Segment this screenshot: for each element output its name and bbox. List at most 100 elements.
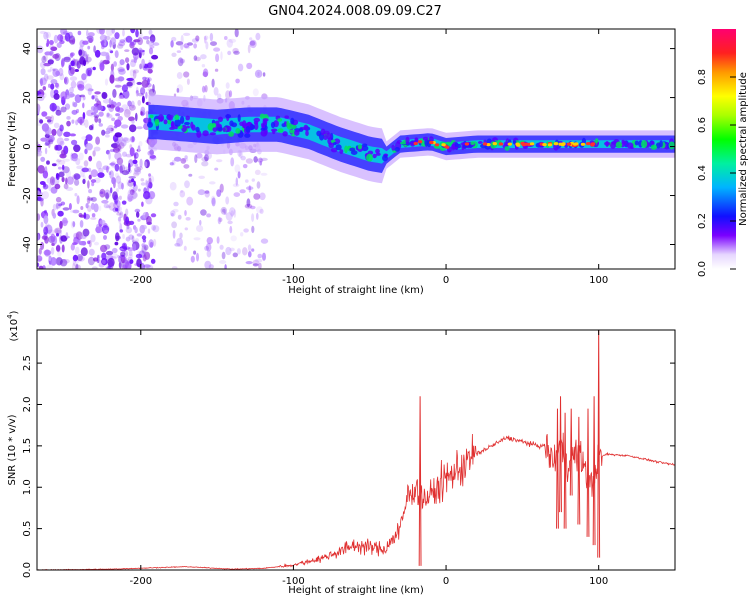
noise-blob: [98, 118, 102, 124]
noise-blob: [187, 42, 193, 46]
noise-blob: [214, 167, 219, 171]
ridge-blob: [277, 128, 284, 133]
noise-blob: [128, 116, 135, 122]
colorbar-tick-label: 0.4: [697, 165, 708, 181]
noise-blob: [201, 85, 206, 93]
noise-blob: [227, 50, 232, 56]
noise-blob: [88, 125, 94, 131]
ridge-blob: [174, 119, 182, 127]
noise-blob: [78, 241, 87, 246]
snr-spike: [577, 416, 581, 525]
noise-blob: [46, 136, 53, 143]
noise-blob: [136, 166, 143, 171]
noise-blob: [136, 211, 140, 218]
ridge-blob: [477, 141, 483, 144]
noise-blob: [143, 264, 151, 268]
noise-blob: [46, 160, 50, 165]
noise-blob: [41, 191, 50, 200]
noise-blob: [118, 68, 126, 75]
noise-blob: [208, 264, 214, 269]
noise-blob: [182, 158, 189, 162]
y-axis-label: Frequency (Hz): [7, 111, 18, 187]
noise-blob: [111, 117, 116, 122]
snr-spike: [597, 330, 601, 558]
ridge-peak: [590, 142, 596, 146]
noise-blob: [137, 250, 142, 254]
ridge-peak: [498, 142, 504, 146]
noise-blob: [211, 197, 216, 207]
noise-blob: [185, 217, 191, 221]
noise-blob: [108, 171, 112, 175]
noise-blob: [87, 197, 94, 201]
noise-blob: [138, 47, 143, 53]
noise-blob: [98, 111, 104, 117]
ridge-blob: [163, 119, 168, 125]
ridge-peak: [515, 142, 520, 146]
noise-blob: [245, 179, 249, 183]
noise-blob: [114, 50, 119, 58]
noise-blob: [56, 137, 64, 145]
noise-blob: [130, 29, 136, 34]
ridge-blob: [212, 127, 218, 132]
noise-blob: [85, 134, 93, 142]
noise-blob: [134, 208, 141, 213]
ridge-blob: [195, 126, 200, 133]
noise-blob: [55, 228, 59, 234]
noise-blob: [148, 47, 154, 55]
noise-blob: [141, 95, 145, 104]
noise-blob: [43, 249, 52, 256]
noise-blob: [176, 88, 180, 93]
noise-blob: [42, 55, 46, 61]
noise-blob: [176, 50, 182, 53]
noise-blob: [99, 40, 106, 44]
noise-blob: [123, 257, 128, 264]
noise-blob: [60, 91, 68, 101]
noise-blob: [131, 120, 135, 124]
ridge-blob: [452, 146, 458, 150]
noise-blob: [90, 234, 96, 243]
noise-blob: [69, 76, 78, 81]
noise-blob: [132, 243, 137, 252]
noise-blob: [239, 189, 246, 194]
noise-blob: [236, 248, 241, 255]
noise-blob: [124, 166, 129, 171]
noise-blob: [99, 188, 106, 198]
ridge-blob: [286, 120, 290, 128]
ridge-peak: [542, 143, 547, 147]
noise-blob: [104, 78, 109, 86]
noise-blob: [195, 56, 201, 62]
noise-blob: [122, 137, 129, 142]
ridge-blob: [634, 140, 639, 146]
noise-blob: [141, 79, 149, 88]
noise-blob: [253, 193, 261, 200]
noise-blob: [66, 176, 74, 185]
noise-blob: [262, 72, 266, 77]
noise-blob: [60, 106, 67, 113]
noise-blob: [206, 242, 212, 252]
noise-blob: [72, 209, 80, 214]
noise-blob: [43, 226, 49, 235]
noise-blob: [119, 211, 124, 219]
noise-blob: [134, 226, 138, 234]
ridge-blob: [434, 145, 441, 149]
noise-blob: [56, 232, 59, 237]
noise-blob: [99, 62, 105, 72]
noise-blob: [137, 145, 141, 153]
noise-blob: [256, 158, 264, 163]
noise-blob: [259, 160, 262, 166]
noise-blob: [125, 226, 133, 234]
noise-blob: [131, 47, 140, 56]
noise-blob: [88, 189, 93, 194]
noise-blob: [216, 236, 220, 244]
noise-blob: [86, 67, 93, 77]
noise-blob: [183, 245, 187, 251]
noise-blob: [251, 178, 255, 182]
colorbar-label: Normalized spectral amplitude: [738, 72, 749, 226]
noise-blob: [234, 164, 241, 173]
y-tick-label: 0.0: [22, 562, 33, 578]
noise-blob: [188, 173, 193, 177]
noise-blob: [43, 182, 47, 188]
noise-blob: [74, 174, 81, 180]
noise-blob: [118, 142, 125, 149]
